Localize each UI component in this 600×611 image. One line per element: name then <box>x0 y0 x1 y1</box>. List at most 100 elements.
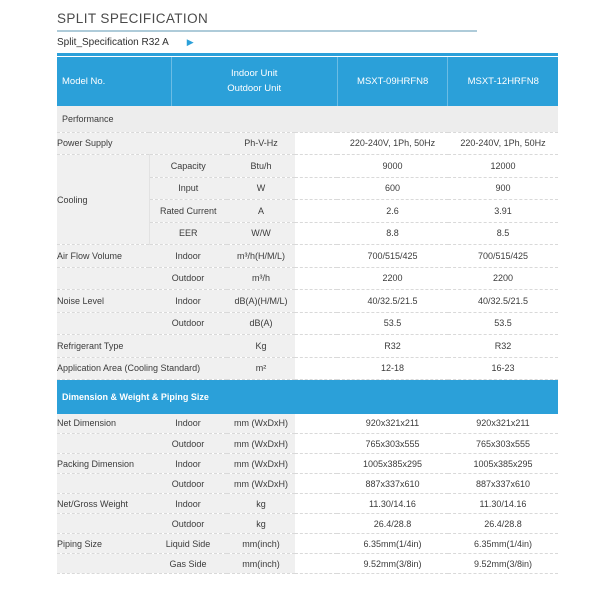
spec-row: Outdoor kg 26.4/28.8 26.4/28.8 <box>57 513 558 534</box>
value-cell-model-2: 1005x385x295 <box>448 453 558 474</box>
header-model-no: Model No. <box>62 76 106 87</box>
row-sublabel-cell: Rated Current <box>149 199 227 223</box>
row-sublabel-cell: Indoor <box>149 244 227 268</box>
value-cell-model-1: 53.5 <box>337 312 448 335</box>
value-cell-model-2: 900 <box>448 177 558 200</box>
spec-row: Outdoor dB(A) 53.5 53.5 <box>57 312 558 335</box>
row-sublabel-cell: Capacity <box>149 154 227 178</box>
spacer-cell <box>295 473 337 494</box>
value-cell-model-1: 220-240V, 1Ph, 50Hz <box>337 132 448 155</box>
row-unit-cell: m³/h(H/M/L) <box>227 244 295 268</box>
spec-row: Gas Side mm(inch) 9.52mm(3/8in) 9.52mm(3/8i… <box>57 553 558 574</box>
value-cell-model-1: 8.8 <box>337 222 448 245</box>
value-cell-model-2: 700/515/425 <box>448 244 558 268</box>
row-unit-cell: mm (WxDxH) <box>227 473 295 494</box>
value-cell-model-2: 6.35mm(1/4in) <box>448 533 558 554</box>
spacer-cell <box>295 222 337 245</box>
value-cell-model-2: 16-23 <box>448 357 558 380</box>
row-unit-cell: W <box>227 177 295 200</box>
spec-row: Outdoor mm (WxDxH) 887x337x610 887x337x610 <box>57 473 558 494</box>
spec-row: Noise Level Indoor dB(A)(H/M/L) 40/32.5/21.… <box>57 289 558 313</box>
header-indoor-outdoor-unit: Indoor Unit Outdoor Unit <box>170 57 337 106</box>
row-unit-cell: mm (WxDxH) <box>227 453 295 474</box>
section-header-row: Performance <box>57 106 558 133</box>
value-cell-model-1: 887x337x610 <box>337 473 448 494</box>
spec-row: Refrigerant Type Kg R32 R32 <box>57 334 558 358</box>
row-unit-cell: mm(inch) <box>227 533 295 554</box>
row-label-cell <box>57 513 149 534</box>
row-sublabel-cell: Indoor <box>149 289 227 313</box>
value-cell-model-2: 2200 <box>448 267 558 290</box>
value-cell-model-2: 40/32.5/21.5 <box>448 289 558 313</box>
value-cell-model-1: 2200 <box>337 267 448 290</box>
row-unit-cell: m³/h <box>227 267 295 290</box>
row-label-cell: Refrigerant Type <box>57 334 227 358</box>
row-label-cell: Net/Gross Weight <box>57 493 149 514</box>
header-indoor-unit-line: Indoor Unit <box>230 67 278 79</box>
row-label-cell: Cooling <box>57 154 150 245</box>
spec-tab[interactable]: Split_Specification R32 A ▶ <box>57 32 558 53</box>
value-cell-model-2: 8.5 <box>448 222 558 245</box>
row-sublabel-cell: Outdoor <box>149 473 227 494</box>
spec-table: Performance Power Supply Ph-V-Hz 220-240V, … <box>57 106 558 574</box>
spacer-cell <box>295 413 337 434</box>
row-unit-cell: dB(A) <box>227 312 295 335</box>
spec-row: Piping Size Liquid Side mm(inch) 6.35mm(1/4… <box>57 533 558 554</box>
play-arrow-icon[interactable]: ▶ <box>186 37 194 47</box>
value-cell-model-2: 12000 <box>448 154 558 178</box>
value-cell-model-2: 887x337x610 <box>448 473 558 494</box>
value-cell-model-1: 12-18 <box>337 357 448 380</box>
value-cell-model-1: R32 <box>337 334 448 358</box>
row-unit-cell: mm (WxDxH) <box>227 413 295 434</box>
row-label-cell <box>57 473 149 494</box>
value-cell-model-2: 765x303x555 <box>448 433 558 454</box>
spacer-cell <box>295 453 337 474</box>
value-cell-model-2: 920x321x211 <box>448 413 558 434</box>
spec-row: Application Area (Cooling Standard) m² 12-… <box>57 357 558 380</box>
spacer-cell <box>295 357 337 380</box>
spacer-cell <box>295 493 337 514</box>
spec-row: Net/Gross Weight Indoor kg 11.30/14.16 11.30… <box>57 493 558 514</box>
value-cell-model-2: 3.91 <box>448 199 558 223</box>
spec-row: Outdoor mm (WxDxH) 765x303x555 765x303x555 <box>57 433 558 454</box>
spec-row: Net Dimension Indoor mm (WxDxH) 920x321x211… <box>57 413 558 434</box>
spec-row: Cooling Capacity Btu/h 9000 12000 <box>57 154 558 245</box>
row-label-cell: Net Dimension <box>57 413 149 434</box>
row-sublabel-cell: Liquid Side <box>149 533 227 554</box>
row-unit-cell: A <box>227 199 295 223</box>
row-label-cell: Application Area (Cooling Standard) <box>57 357 227 380</box>
row-label-cell: Air Flow Volume <box>57 244 149 268</box>
table-header: Model No. Indoor Unit Outdoor Unit MSXT-… <box>57 57 558 106</box>
spacer-cell <box>295 433 337 454</box>
value-cell-model-2: 11.30/14.16 <box>448 493 558 514</box>
row-label-cell: Piping Size <box>57 533 149 554</box>
value-cell-model-2: 9.52mm(3/8in) <box>448 553 558 574</box>
row-label-cell <box>57 433 149 454</box>
spacer-cell <box>295 199 337 223</box>
spec-row: Power Supply Ph-V-Hz 220-240V, 1Ph, 50Hz 22… <box>57 132 558 155</box>
header-model-2: MSXT-12HRFN8 <box>447 57 558 106</box>
row-sublabel-cell: Indoor <box>149 413 227 434</box>
spacer-cell <box>295 334 337 358</box>
spacer-cell <box>295 267 337 290</box>
spacer-cell <box>295 132 337 155</box>
row-label-cell <box>57 553 149 574</box>
row-sublabel-cell: Gas Side <box>149 553 227 574</box>
row-unit-cell: mm (WxDxH) <box>227 433 295 454</box>
value-cell-model-1: 40/32.5/21.5 <box>337 289 448 313</box>
value-cell-model-2: 53.5 <box>448 312 558 335</box>
row-sublabel-cell: Outdoor <box>149 267 227 290</box>
value-cell-model-1: 700/515/425 <box>337 244 448 268</box>
value-cell-model-2: 220-240V, 1Ph, 50Hz <box>448 132 558 155</box>
spec-row: Packing Dimension Indoor mm (WxDxH) 1005x38… <box>57 453 558 474</box>
row-label-cell <box>57 267 149 290</box>
row-sublabel-cell: Indoor <box>149 493 227 514</box>
spec-table-body: Performance Power Supply Ph-V-Hz 220-240V, … <box>57 106 558 574</box>
value-cell-model-2: R32 <box>448 334 558 358</box>
row-unit-cell: Kg <box>227 334 295 358</box>
row-unit-cell: kg <box>227 493 295 514</box>
spec-row: Rated Current A 2.6 3.91 <box>57 199 558 223</box>
value-cell-model-1: 11.30/14.16 <box>337 493 448 514</box>
row-sublabel-cell: Outdoor <box>149 312 227 335</box>
value-cell-model-1: 6.35mm(1/4in) <box>337 533 448 554</box>
